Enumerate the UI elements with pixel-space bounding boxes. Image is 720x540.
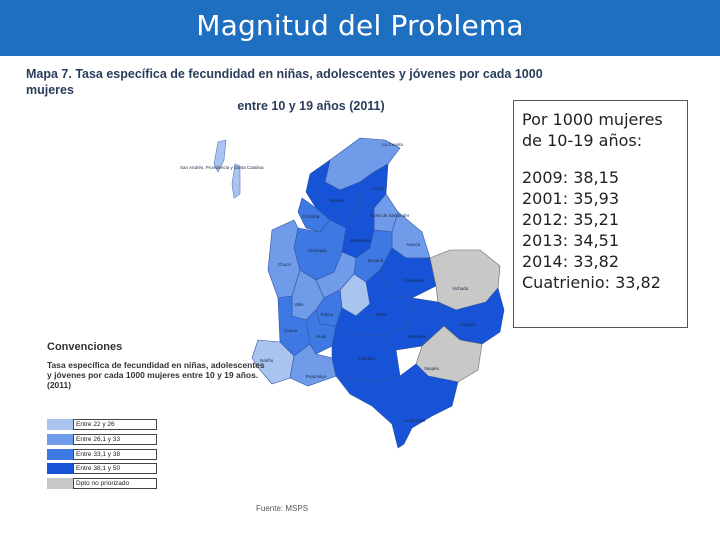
legend-swatch — [47, 463, 73, 474]
map-label-huila: Huila — [316, 334, 327, 339]
map-label-putumayo: Putumayo — [306, 374, 327, 379]
page-title: Magnitud del Problema — [196, 9, 524, 42]
map-label-la-guajira: La Guajira — [382, 142, 403, 147]
region-amazonas — [335, 363, 459, 449]
map-label-bolivar: Bolívar — [330, 198, 345, 203]
stat-line: Cuatrienio: 33,82 — [522, 273, 661, 292]
map-label-vaupes: Vaupés — [424, 366, 440, 371]
map-label-casanare: Casanare — [404, 278, 424, 283]
legend-label: Entre 38,1 y 50 — [73, 463, 157, 474]
legend-label: Dpto no priorizado — [73, 478, 157, 489]
map-label-norte-santander: Norte de Santander — [370, 213, 410, 218]
region-narino — [251, 339, 295, 385]
legend-label: Entre 33,1 y 38 — [73, 449, 157, 460]
legend-item: Entre 38,1 y 50 — [47, 463, 157, 474]
legend-swatch — [47, 478, 73, 489]
map-label-antioquia: Antioquia — [308, 248, 327, 253]
legend-label: Entre 22 y 26 — [73, 419, 157, 430]
region-san-andres — [213, 139, 227, 173]
stat-line: 2014: 33,82 — [522, 252, 619, 271]
region-putumayo — [289, 343, 337, 387]
map-label-valle: Valle — [294, 302, 304, 307]
colombia-map: San Andrés, Providencia y Santa Catalina… — [180, 137, 505, 449]
region-arauca — [391, 211, 431, 259]
map-title-line2: entre 10 y 19 años (2011) — [237, 99, 385, 113]
map-label-vichada: Vichada — [452, 286, 469, 291]
stat-line: 2013: 34,51 — [522, 231, 619, 250]
map-label-cauca: Cauca — [284, 328, 298, 333]
map-label-narino: Nariño — [260, 358, 274, 363]
map-label-tolima: Tolima — [320, 312, 334, 317]
source-note: Fuente: MSPS — [256, 504, 309, 513]
statistics-heading: Por 1000 mujeres de 10-19 años: — [522, 110, 663, 150]
legend-item: Dpto no priorizado — [47, 478, 157, 489]
map-label-san-andres: San Andrés, Providencia y Santa Catalina — [180, 165, 264, 170]
map-label-cesar: Cesar — [372, 186, 385, 191]
statistics-box: Por 1000 mujeres de 10-19 años: 2009: 38… — [513, 100, 688, 328]
region-guaviare — [381, 297, 445, 351]
legend-label: Entre 26,1 y 33 — [73, 434, 157, 445]
map-title: Mapa 7. Tasa específica de fecundidad en… — [26, 66, 556, 114]
map-label-amazonas: Amazonas — [404, 418, 426, 423]
stat-line: 2012: 35,21 — [522, 210, 619, 229]
map-title-line1: Mapa 7. Tasa específica de fecundidad en… — [26, 67, 543, 97]
header-bar: Magnitud del Problema — [0, 0, 720, 56]
map-label-boyaca: Boyacá — [368, 258, 384, 263]
map-label-santander: Santander — [350, 238, 371, 243]
map-label-arauca: Arauca — [406, 242, 421, 247]
legend-item: Entre 26,1 y 33 — [47, 434, 157, 445]
legend-swatch — [47, 419, 73, 430]
region-providencia — [231, 163, 241, 199]
legend-title: Convenciones — [47, 341, 123, 353]
map-label-meta: Meta — [376, 312, 387, 317]
stat-line: 2009: 38,15 — [522, 168, 619, 187]
map-label-guaviare: Guaviare — [408, 334, 427, 339]
legend-swatch — [47, 434, 73, 445]
map-label-cordoba: Córdoba — [302, 214, 320, 219]
legend-item: Entre 22 y 26 — [47, 419, 157, 430]
legend-swatch — [47, 449, 73, 460]
map-label-choco: Chocó — [278, 262, 292, 267]
map-label-caqueta: Caquetá — [358, 356, 376, 361]
stat-line: 2001: 35,93 — [522, 189, 619, 208]
legend-item: Entre 33,1 y 38 — [47, 449, 157, 460]
map-label-guainia: Guainía — [460, 322, 476, 327]
legend-description: Tasa específica de fecundidad en niñas, … — [47, 360, 265, 390]
